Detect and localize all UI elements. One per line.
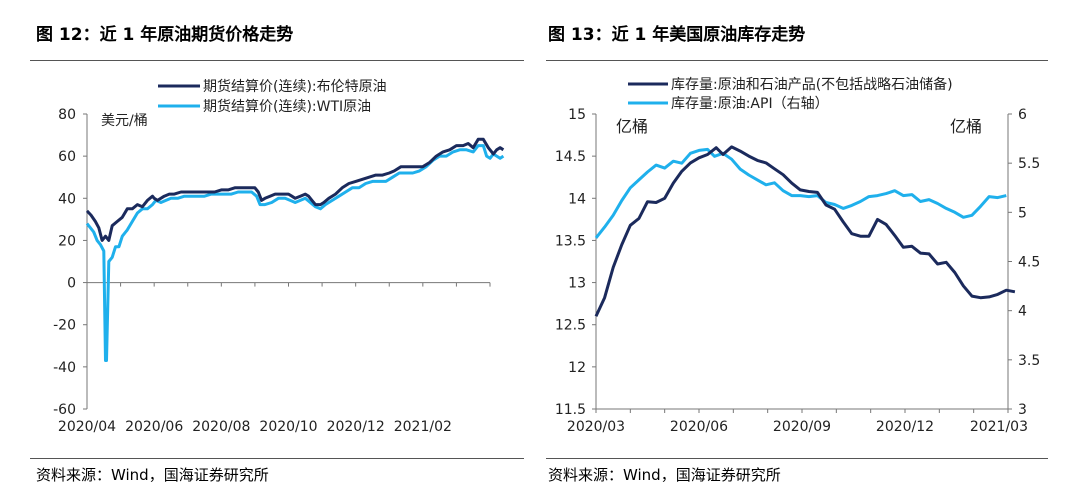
- left-y-tick-label: 14.5: [555, 149, 586, 165]
- x-tick-label: 2021/02: [394, 419, 452, 435]
- right-y-tick-label: 5.5: [1018, 156, 1040, 172]
- bottom-rule: [546, 458, 1048, 459]
- chart-panel-right: 图 13：近 1 年美国原油库存走势 15 14.5 14 13.5 13 12.5 12 1…: [540, 0, 1080, 502]
- api-inventory-line: [594, 147, 1007, 239]
- x-tick-label: 2020/03: [567, 419, 625, 435]
- left-y-tick-label: 13: [568, 276, 586, 292]
- x-tick-label: 2020/04: [58, 419, 116, 435]
- y-tick-label: 60: [58, 149, 76, 165]
- x-tick-label: 2020/08: [192, 419, 250, 435]
- y-unit-label: 美元/桶: [101, 113, 148, 129]
- top-rule: [30, 60, 524, 61]
- y-tick-label: 40: [58, 191, 76, 207]
- left-y-tick-label: 11.5: [555, 402, 586, 418]
- bottom-rule: [30, 458, 524, 459]
- x-tick-label: 2021/03: [970, 419, 1028, 435]
- y-tick-label: 20: [58, 233, 76, 249]
- x-tick-label: 2020/09: [773, 419, 831, 435]
- y-tick-label: -40: [53, 360, 76, 376]
- left-y-tick-label: 14: [568, 191, 586, 207]
- y-tick-label: 80: [58, 107, 76, 123]
- left-y-tick-label: 12: [568, 360, 586, 376]
- x-tick-label: 2020/06: [670, 419, 728, 435]
- x-tick-label: 2020/06: [125, 419, 183, 435]
- x-tick-label: 2020/12: [876, 419, 934, 435]
- right-y-tick-label: 6: [1018, 107, 1027, 123]
- left-y-tick-label: 13.5: [555, 233, 586, 249]
- source-note: 资料来源：Wind，国海证券研究所: [548, 466, 781, 484]
- left-unit-label: 亿桶: [616, 117, 648, 136]
- x-tick-label: 2020/12: [327, 419, 385, 435]
- figure-title: 图 13：近 1 年美国原油库存走势: [548, 25, 806, 45]
- right-y-tick-label: 4: [1018, 304, 1027, 320]
- y-tick-label: 0: [67, 276, 76, 292]
- figure-title: 图 12：近 1 年原油期货价格走势: [36, 25, 294, 45]
- legend-label: 期货结算价(连续):WTI原油: [203, 98, 371, 115]
- inventory-chart: 1514.51413.51312.51211.565.554.543.53202…: [555, 76, 1040, 435]
- brent-series-line: [85, 137, 505, 242]
- left-y-tick-label: 15: [568, 107, 586, 123]
- legend-label: 期货结算价(连续):布伦特原油: [203, 78, 387, 95]
- x-tick-label: 2020/10: [259, 419, 317, 435]
- right-y-tick-label: 3: [1018, 402, 1027, 418]
- legend-label: 库存量:原油:API（右轴）: [671, 96, 829, 112]
- right-y-tick-label: 5: [1018, 205, 1027, 221]
- source-note: 资料来源：Wind，国海证券研究所: [36, 466, 269, 484]
- commercial-inventory-line: [594, 145, 1016, 317]
- top-rule: [546, 60, 1048, 61]
- right-y-tick-label: 4.5: [1018, 255, 1040, 271]
- right-unit-label: 亿桶: [950, 117, 982, 136]
- legend-label: 库存量:原油和石油产品(不包括战略石油储备): [671, 76, 953, 93]
- y-tick-label: -60: [53, 402, 76, 418]
- wti-series-line: [85, 144, 505, 362]
- right-y-tick-label: 3.5: [1018, 353, 1040, 369]
- left-y-tick-label: 12.5: [555, 318, 586, 334]
- chart-panel-left: 图 12：近 1 年原油期货价格走势 80 60 40 20 0 -20 -40 -60 202…: [0, 0, 530, 502]
- y-tick-label: -20: [53, 318, 76, 334]
